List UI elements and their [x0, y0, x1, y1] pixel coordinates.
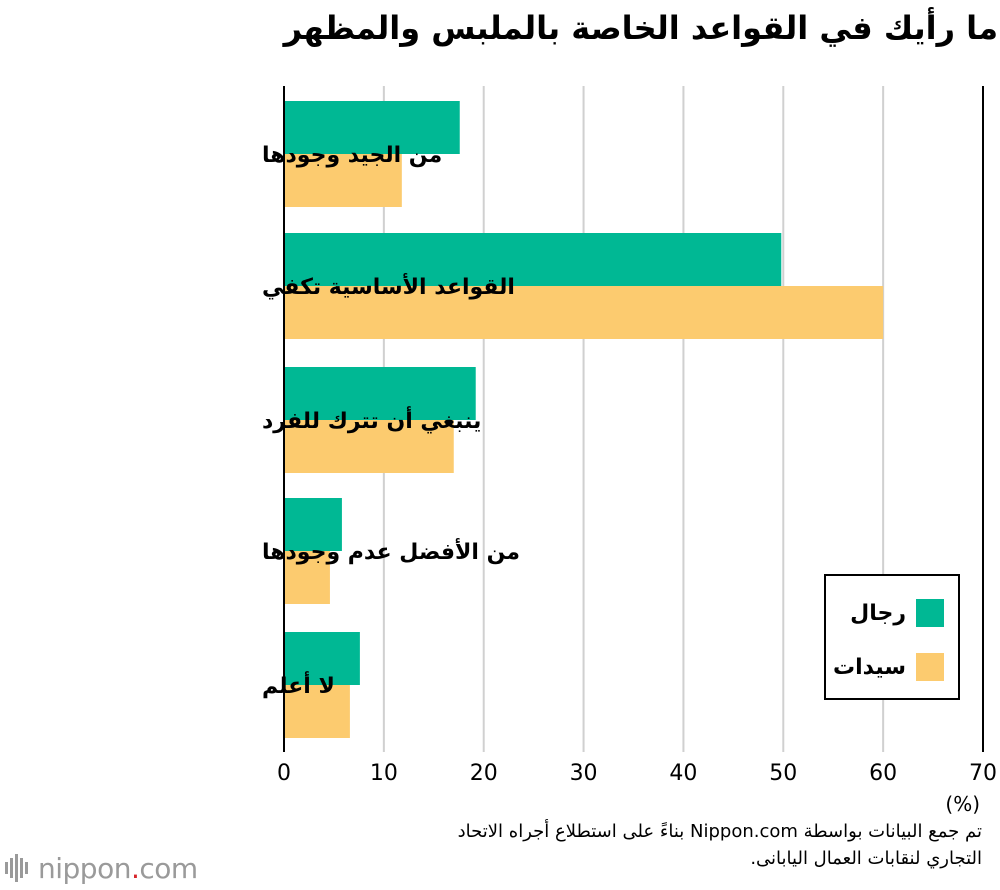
bar-men-0	[284, 101, 460, 154]
source-line-1: تم جمع البيانات بواسطة Nippon.com بناءً …	[457, 821, 982, 842]
x-tick-label-30: 30	[570, 761, 598, 786]
bar-women-3	[284, 551, 330, 604]
bar-men-2	[284, 367, 476, 420]
nippon-logo-text: nippon.com	[38, 851, 198, 885]
bars	[284, 101, 884, 738]
legend-label-women: سيدات	[833, 654, 906, 680]
nippon-logo-icon	[5, 854, 28, 882]
x-axis-unit: (%)	[945, 792, 980, 816]
x-tick-label-70: 70	[969, 761, 997, 786]
source-note: تم جمع البيانات بواسطة Nippon.com بناءً …	[262, 818, 982, 872]
chart-title: ما رأيك في القواعد الخاصة بالملبس والمظه…	[283, 9, 998, 47]
legend-item-women: سيدات	[833, 652, 944, 682]
category-label-1: القواعد الأساسية تكفي	[262, 272, 515, 300]
legend-label-men: رجال	[850, 600, 906, 626]
bar-men-4	[284, 632, 360, 685]
bar-women-0	[284, 154, 402, 207]
legend: رجال سيدات	[824, 574, 960, 700]
category-label-3: من الأفضل عدم وجودها	[262, 537, 520, 565]
source-line-2: التجاري لنقابات العمال اليابانى.	[750, 848, 982, 869]
bar-men-1	[284, 233, 782, 286]
x-tick-label-10: 10	[370, 761, 398, 786]
x-tick-label-20: 20	[470, 761, 498, 786]
legend-item-men: رجال	[850, 598, 944, 628]
x-tick-label-50: 50	[769, 761, 797, 786]
bar-women-4	[284, 685, 350, 738]
bar-men-3	[284, 498, 342, 551]
category-label-2: ينبغي أن تترك للفرد	[262, 405, 481, 434]
bar-women-2	[284, 420, 454, 473]
x-tick-label-40: 40	[669, 761, 697, 786]
bar-women-1	[284, 286, 884, 339]
bar-chart: من الجيد وجودها القواعد الأساسية تكفي ينبغ…	[262, 86, 997, 786]
category-label-0: من الجيد وجودها	[262, 143, 442, 168]
category-label-4: لا أعلم	[262, 670, 335, 699]
legend-swatch-men	[916, 599, 944, 627]
legend-swatch-women	[916, 653, 944, 681]
x-tick-label-60: 60	[869, 761, 897, 786]
nippon-logo: nippon.com	[4, 848, 198, 888]
x-tick-label-0: 0	[277, 761, 291, 786]
